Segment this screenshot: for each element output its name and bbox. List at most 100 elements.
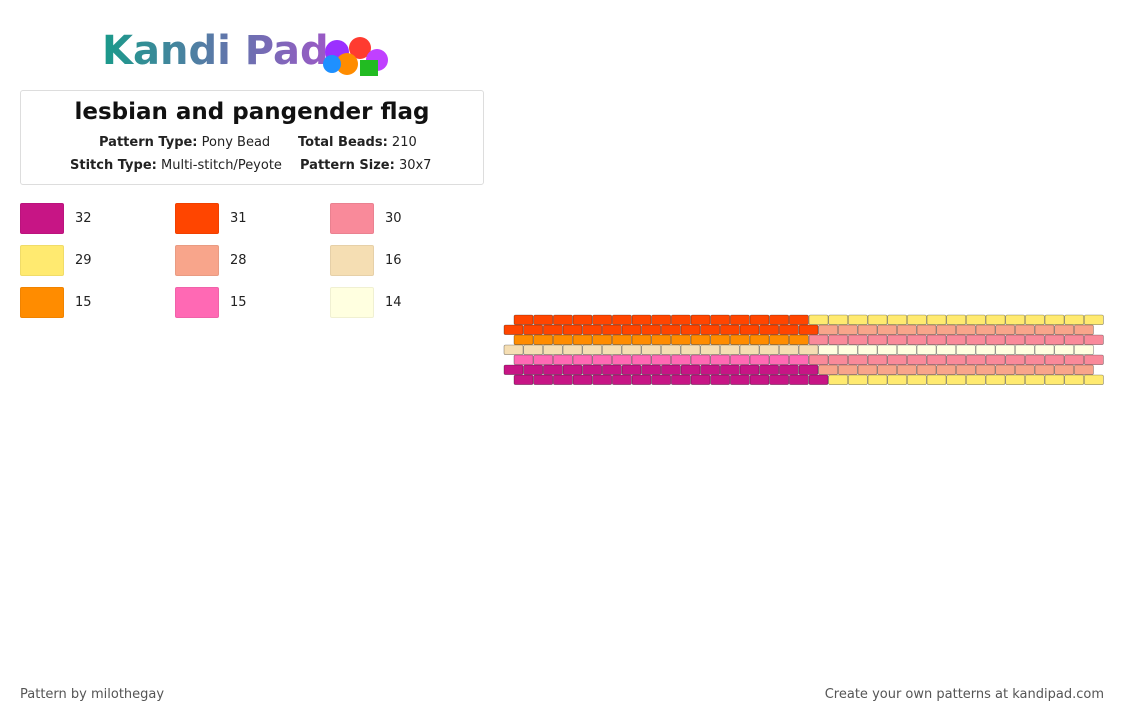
bead xyxy=(690,314,711,325)
bead xyxy=(1074,324,1094,335)
bead xyxy=(789,374,809,385)
bead xyxy=(651,374,672,385)
color-swatch xyxy=(20,287,64,318)
color-swatch xyxy=(175,203,219,234)
bead xyxy=(592,354,613,365)
bead xyxy=(503,344,524,355)
bead xyxy=(749,334,770,345)
bead xyxy=(1034,344,1055,355)
bead xyxy=(1034,364,1055,375)
bead xyxy=(966,334,986,345)
bead xyxy=(543,364,563,375)
bead xyxy=(828,354,849,365)
bead xyxy=(808,314,829,325)
bead xyxy=(562,324,583,335)
bead xyxy=(523,344,544,355)
bead xyxy=(936,344,957,355)
bead xyxy=(513,314,534,325)
bead xyxy=(739,324,760,335)
bead xyxy=(867,374,888,385)
bead xyxy=(1025,374,1045,385)
bead xyxy=(582,324,603,335)
bead xyxy=(1074,364,1094,375)
bead xyxy=(543,324,563,335)
bead xyxy=(1015,364,1035,375)
bead xyxy=(739,344,760,355)
value: 210 xyxy=(391,135,417,150)
bead xyxy=(543,344,563,355)
bead xyxy=(680,344,701,355)
bead xyxy=(641,364,662,375)
bead xyxy=(680,364,701,375)
bead xyxy=(631,354,652,365)
bead xyxy=(513,374,534,385)
bead xyxy=(985,314,1006,325)
bead xyxy=(1054,364,1075,375)
bead xyxy=(916,324,937,335)
bead xyxy=(671,374,691,385)
bead xyxy=(956,364,976,375)
bead xyxy=(749,354,770,365)
bead xyxy=(985,354,1006,365)
bead xyxy=(641,324,662,335)
bead xyxy=(798,344,819,355)
bead xyxy=(966,374,986,385)
color-count: 28 xyxy=(230,253,247,268)
logo: Kandi Pad xyxy=(0,22,504,82)
logo-text: Kandi Pad xyxy=(102,28,329,74)
bead xyxy=(1064,314,1085,325)
bead xyxy=(877,344,898,355)
bead xyxy=(975,324,996,335)
bead xyxy=(641,344,662,355)
bead xyxy=(887,334,908,345)
bead xyxy=(1074,344,1094,355)
bead xyxy=(1084,314,1104,325)
bead xyxy=(857,364,878,375)
bead xyxy=(1005,374,1026,385)
bead xyxy=(661,344,681,355)
bead xyxy=(946,374,967,385)
bead xyxy=(671,314,691,325)
bead xyxy=(553,354,573,365)
bead xyxy=(798,324,819,335)
bead xyxy=(759,344,780,355)
bead xyxy=(769,334,790,345)
bead xyxy=(1025,314,1045,325)
bead xyxy=(897,324,917,335)
bead xyxy=(1044,334,1065,345)
color-swatch xyxy=(20,203,64,234)
label: Pattern Size: xyxy=(300,158,395,173)
bead xyxy=(897,364,917,375)
footer-right[interactable]: Create your own patterns at kandipad.com xyxy=(824,687,1104,702)
info-card: lesbian and pangender flag Pattern Type:… xyxy=(20,90,484,185)
bead xyxy=(690,354,711,365)
bead xyxy=(1005,354,1026,365)
bead xyxy=(1044,374,1065,385)
bead xyxy=(1044,314,1065,325)
bead xyxy=(730,354,750,365)
bead xyxy=(572,334,593,345)
title: lesbian and pangender flag xyxy=(74,99,430,125)
bead xyxy=(828,314,849,325)
bead xyxy=(1005,314,1026,325)
bead xyxy=(946,354,967,365)
label: Stitch Type: xyxy=(70,158,157,173)
bead xyxy=(553,374,573,385)
bead xyxy=(523,364,544,375)
bead xyxy=(897,344,917,355)
bead xyxy=(1034,324,1055,335)
bead xyxy=(926,374,947,385)
color-swatch xyxy=(330,203,374,234)
color-swatch xyxy=(175,287,219,318)
bead xyxy=(1044,354,1065,365)
bead xyxy=(995,364,1016,375)
bead xyxy=(1054,324,1075,335)
bead xyxy=(808,354,829,365)
bead xyxy=(975,344,996,355)
info-item: Stitch Type: Multi-stitch/Peyote xyxy=(70,158,282,173)
bead xyxy=(612,314,632,325)
bead xyxy=(769,374,790,385)
bead xyxy=(867,334,888,345)
bead xyxy=(808,334,829,345)
bead xyxy=(562,364,583,375)
